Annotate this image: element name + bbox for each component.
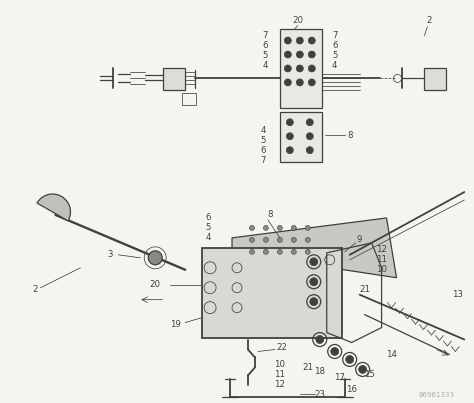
Text: 4: 4 [262, 61, 268, 70]
Circle shape [277, 225, 283, 231]
Text: 10: 10 [376, 265, 387, 274]
Circle shape [264, 249, 268, 254]
Circle shape [308, 79, 315, 86]
Circle shape [284, 65, 292, 72]
Circle shape [305, 237, 310, 242]
Circle shape [286, 147, 293, 154]
Circle shape [292, 237, 296, 242]
Text: 5: 5 [260, 136, 265, 145]
Circle shape [292, 249, 296, 254]
Circle shape [310, 278, 318, 286]
Circle shape [308, 51, 315, 58]
Text: 8: 8 [267, 210, 273, 220]
Text: 12: 12 [274, 380, 285, 389]
Text: 7: 7 [260, 156, 265, 165]
Circle shape [277, 249, 283, 254]
Text: 2: 2 [427, 16, 432, 25]
Circle shape [277, 237, 283, 242]
Text: 8: 8 [347, 131, 352, 140]
Text: 86961333: 86961333 [419, 393, 455, 398]
Bar [280, 29, 322, 108]
Circle shape [284, 79, 292, 86]
Circle shape [148, 251, 162, 265]
Text: 4: 4 [205, 233, 211, 242]
Circle shape [296, 79, 303, 86]
Text: 12: 12 [376, 245, 387, 254]
Circle shape [316, 336, 324, 343]
Circle shape [306, 119, 313, 126]
Text: 20: 20 [150, 280, 161, 289]
Text: 4: 4 [260, 126, 265, 135]
Text: 15: 15 [364, 370, 375, 379]
Text: 14: 14 [386, 350, 397, 359]
Text: 21: 21 [359, 285, 370, 294]
Circle shape [264, 225, 268, 231]
Circle shape [305, 225, 310, 231]
Text: 20: 20 [292, 16, 303, 25]
Text: 4: 4 [332, 61, 337, 70]
Circle shape [310, 298, 318, 305]
Text: 23: 23 [314, 390, 325, 399]
Text: 13: 13 [452, 290, 463, 299]
Circle shape [359, 366, 366, 374]
Bar [280, 112, 322, 162]
Circle shape [305, 249, 310, 254]
Circle shape [286, 119, 293, 126]
Wedge shape [37, 194, 71, 221]
Bar [202, 248, 342, 338]
Text: 10: 10 [274, 360, 285, 369]
Bar [182, 93, 196, 105]
Circle shape [249, 225, 255, 231]
Text: 2: 2 [33, 285, 38, 294]
Text: 6: 6 [332, 41, 337, 50]
Text: 18: 18 [314, 367, 325, 376]
Circle shape [286, 133, 293, 140]
Text: 5: 5 [332, 51, 337, 60]
Circle shape [249, 249, 255, 254]
Text: 6: 6 [260, 145, 265, 155]
Circle shape [284, 51, 292, 58]
Circle shape [346, 355, 354, 364]
Circle shape [296, 37, 303, 44]
Polygon shape [232, 218, 397, 278]
Circle shape [331, 347, 339, 355]
Bar [424, 69, 447, 90]
Circle shape [249, 237, 255, 242]
Circle shape [296, 51, 303, 58]
Circle shape [284, 37, 292, 44]
Text: 19: 19 [170, 320, 181, 329]
Text: 5: 5 [262, 51, 268, 60]
Text: 11: 11 [376, 255, 387, 264]
Text: 17: 17 [334, 373, 345, 382]
Text: 21: 21 [302, 363, 313, 372]
Text: 5: 5 [205, 223, 211, 233]
Circle shape [308, 65, 315, 72]
Circle shape [306, 133, 313, 140]
Circle shape [308, 37, 315, 44]
Text: 22: 22 [276, 343, 287, 352]
Bar [163, 69, 185, 90]
Circle shape [306, 147, 313, 154]
Text: 3: 3 [108, 250, 113, 259]
Text: 16: 16 [346, 385, 357, 394]
Text: 9: 9 [357, 235, 362, 244]
Circle shape [296, 65, 303, 72]
Text: 7: 7 [332, 31, 337, 40]
Circle shape [292, 225, 296, 231]
Text: 6: 6 [262, 41, 268, 50]
Circle shape [310, 258, 318, 266]
Circle shape [264, 237, 268, 242]
Text: 11: 11 [274, 370, 285, 379]
Text: 6: 6 [205, 214, 211, 222]
Text: 7: 7 [262, 31, 268, 40]
